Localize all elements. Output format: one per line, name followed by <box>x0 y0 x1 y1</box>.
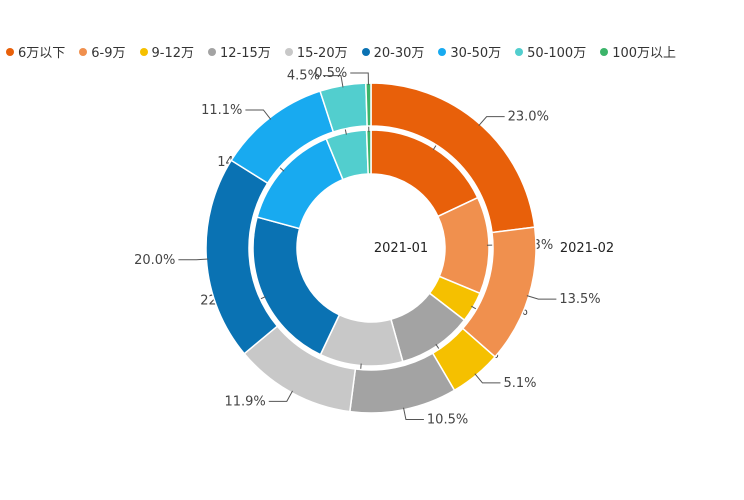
legend-swatch <box>438 48 446 56</box>
leader-line <box>178 259 208 260</box>
legend-item[interactable]: 100万以上 <box>600 42 676 61</box>
legend-swatch <box>79 48 87 56</box>
leader-line <box>245 110 270 119</box>
legend-item[interactable]: 15-20万 <box>285 42 348 61</box>
legend-label: 6万以下 <box>18 42 65 61</box>
legend-swatch <box>140 48 148 56</box>
legend-label: 30-50万 <box>450 42 501 61</box>
legend-label: 12-15万 <box>220 42 271 61</box>
legend-label: 15-20万 <box>297 42 348 61</box>
legend-label: 100万以上 <box>612 42 676 61</box>
data-label: 20.0% <box>134 253 175 268</box>
data-label: 10.5% <box>427 412 468 427</box>
data-label: 11.1% <box>201 103 242 118</box>
legend-label: 9-12万 <box>152 42 195 61</box>
legend-label: 20-30万 <box>374 42 425 61</box>
data-label: 11.9% <box>224 394 265 409</box>
data-label: 5.1% <box>503 376 536 391</box>
legend-item[interactable]: 9-12万 <box>140 42 195 61</box>
legend-item[interactable]: 12-15万 <box>208 42 271 61</box>
legend-swatch <box>515 48 523 56</box>
legend-item[interactable]: 20-30万 <box>362 42 425 61</box>
legend-item[interactable]: 6-9万 <box>79 42 125 61</box>
legend-item[interactable]: 6万以下 <box>6 42 65 61</box>
legend-swatch <box>6 48 14 56</box>
data-label: 23.0% <box>508 110 549 125</box>
legend-item[interactable]: 50-100万 <box>515 42 586 61</box>
legend-swatch <box>600 48 608 56</box>
inner-slice[interactable] <box>367 130 371 174</box>
leader-line <box>479 117 505 126</box>
legend: 6万以下 6-9万 9-12万 12-15万 15-20万 20-30万 30-50万 50-… <box>6 42 690 61</box>
leader-line <box>269 391 293 402</box>
outer-ring: 23.0%13.5%5.1%10.5%11.9%20.0%11.1%4.5%0.… <box>134 66 601 427</box>
legend-swatch <box>285 48 293 56</box>
data-label: 13.5% <box>559 292 600 307</box>
legend-label: 50-100万 <box>527 42 586 61</box>
data-label: 0.5% <box>314 66 347 81</box>
leader-line <box>527 296 556 300</box>
leader-line <box>475 374 501 383</box>
inner-series-name: 2021-01 <box>374 241 428 256</box>
outer-series-name: 2021-02 <box>560 241 614 256</box>
outer-slice[interactable] <box>366 83 371 126</box>
legend-swatch <box>362 48 370 56</box>
legend-swatch <box>208 48 216 56</box>
legend-label: 6-9万 <box>91 42 125 61</box>
legend-item[interactable]: 30-50万 <box>438 42 501 61</box>
